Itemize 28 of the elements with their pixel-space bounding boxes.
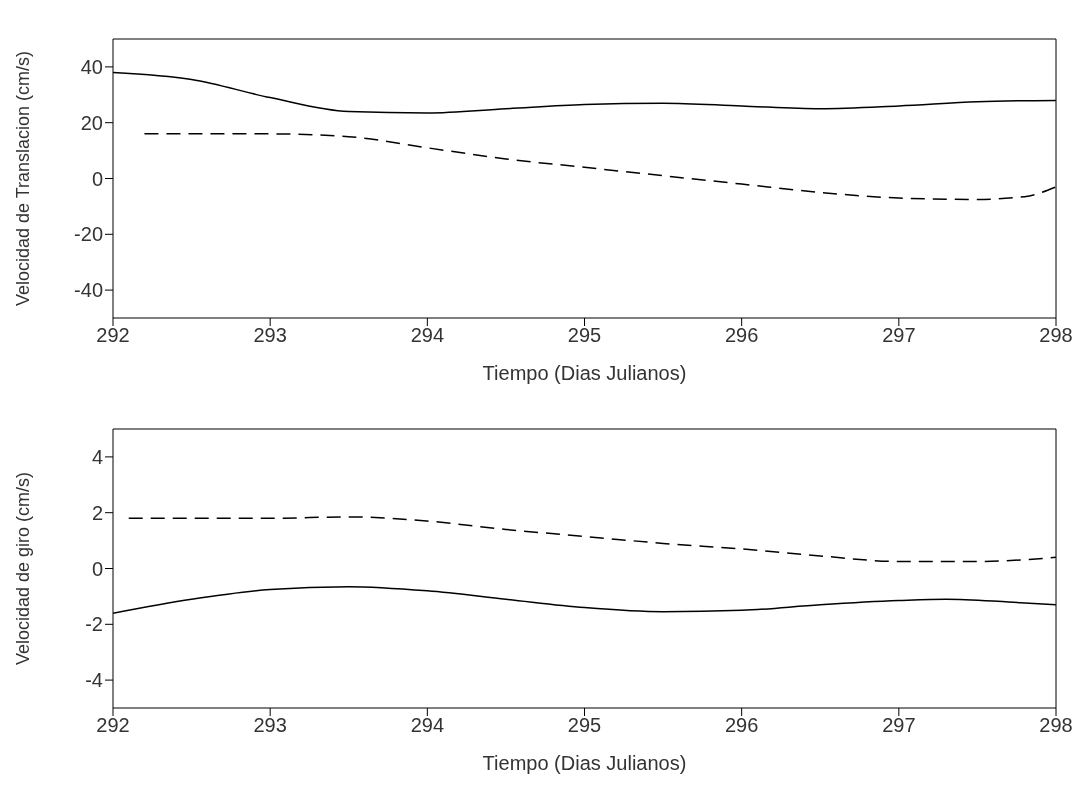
y-tick-label: 0	[91, 167, 103, 190]
x-tick-label: 294	[410, 714, 445, 737]
y-tick-label: 2	[91, 501, 103, 524]
x-tick-label: 293	[253, 714, 287, 737]
x-tick-label: 297	[882, 324, 916, 347]
x-tick-label: 296	[724, 324, 759, 347]
y-axis-title: Velocidad de Translacion (cm/s)	[13, 50, 34, 307]
y-tick-label: -20	[74, 223, 103, 246]
x-tick-label: 292	[96, 324, 130, 347]
x-axis-title: Tiempo (Dias Julianos)	[482, 752, 687, 774]
x-tick-label: 292	[96, 714, 130, 737]
x-tick-label: 294	[410, 324, 445, 347]
x-tick-label: 298	[1039, 714, 1073, 737]
x-tick-label: 293	[253, 324, 287, 347]
y-tick-label: 0	[91, 557, 103, 580]
y-tick-label: 4	[91, 446, 103, 468]
x-tick-label: 298	[1039, 324, 1073, 347]
y-axis-title: Velocidad de giro (cm/s)	[13, 471, 34, 666]
y-tick-label: 20	[80, 111, 103, 134]
x-tick-label: 295	[567, 324, 602, 347]
y-tick-label: -2	[85, 613, 103, 636]
y-tick-label: -40	[74, 279, 103, 302]
y-tick-label: -4	[85, 669, 103, 692]
y-tick-label: 40	[80, 56, 103, 78]
x-tick-label: 295	[567, 714, 602, 737]
x-tick-label: 296	[724, 714, 759, 737]
x-axis-title: Tiempo (Dias Julianos)	[482, 362, 687, 384]
x-tick-label: 297	[882, 714, 916, 737]
